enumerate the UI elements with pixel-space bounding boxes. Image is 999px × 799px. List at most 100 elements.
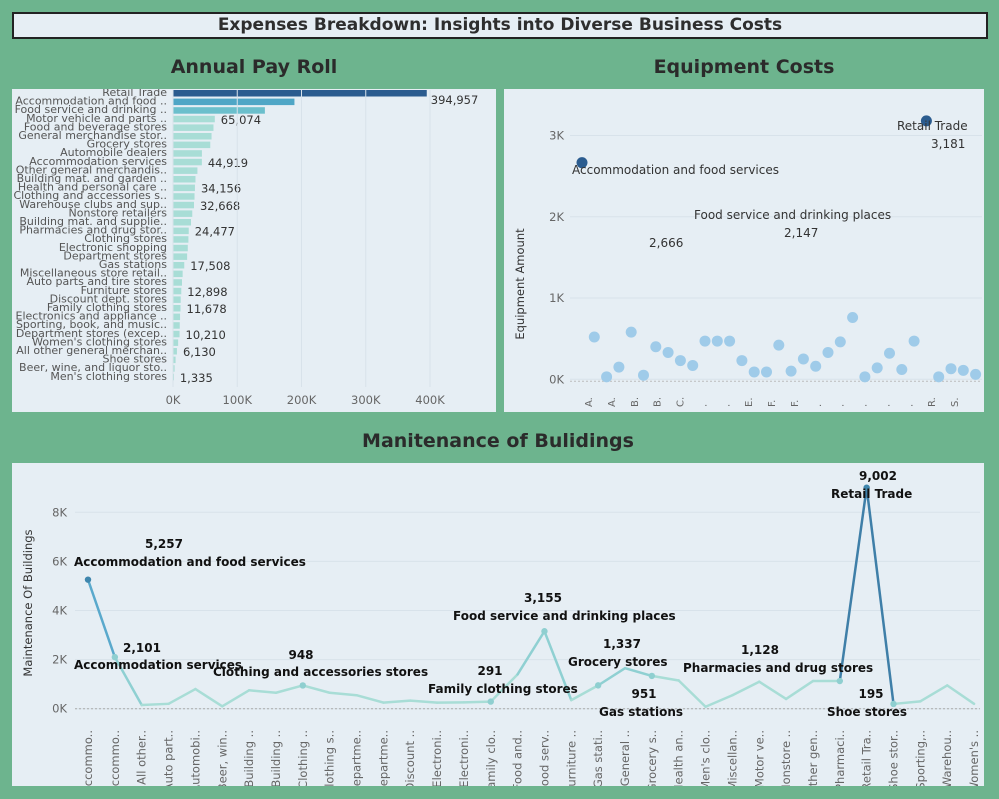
equipment-point (724, 335, 736, 347)
payroll-value-label: 44,919 (208, 156, 248, 170)
payroll-category-label: Discount dept. stores (50, 292, 168, 305)
payroll-category-label: Clothing stores (84, 232, 167, 245)
maintenance-annotation-label: Clothing and accessories stores (213, 665, 428, 679)
maintenance-point (84, 576, 92, 583)
equipment-point (576, 157, 588, 169)
payroll-bar (173, 133, 212, 140)
payroll-category-label: Family clothing stores (47, 301, 167, 314)
maintenance-x-tick: Retail Tra.. (860, 730, 874, 786)
equipment-x-tick: S. (950, 397, 961, 407)
payroll-value-label: 34,156 (201, 182, 241, 196)
payroll-value-label: 65,074 (221, 113, 261, 127)
maintenance-line-segment (731, 680, 761, 697)
maintenance-point (594, 682, 602, 689)
payroll-bar (173, 158, 202, 166)
maintenance-x-tick: Men's clo.. (699, 730, 713, 786)
payroll-bar (173, 330, 180, 338)
equipment-annotation-value: 2,147 (784, 226, 818, 240)
maintenance-line-segment (758, 680, 788, 701)
payroll-category-label: Accommodation and food .. (15, 95, 167, 108)
payroll-bar (173, 270, 183, 278)
payroll-title: Annual Pay Roll (170, 56, 338, 78)
maintenance-x-tick: General .. (618, 730, 632, 786)
equipment-point (761, 366, 772, 378)
equipment-title: Equipment Costs (653, 56, 835, 78)
maintenance-annotation-label: Accommodation and food services (74, 555, 306, 569)
maintenance-line-segment (462, 700, 492, 704)
maintenance-x-tick: Women's .. (967, 730, 981, 786)
payroll-category-label: Gas stations (99, 258, 167, 271)
equipment-point (945, 363, 957, 375)
payroll-bar (173, 253, 188, 260)
maintenance-y-axis-label: Maintenance Of Buildings (21, 529, 35, 676)
maintenance-y-tick: 0K (52, 702, 67, 716)
maintenance-line-segment (86, 578, 117, 659)
maintenance-annotation-value: 1,337 (603, 637, 641, 651)
payroll-bar (173, 184, 195, 192)
equipment-point (896, 364, 908, 376)
maintenance-annotation-label: Food service and drinking places (453, 609, 676, 623)
payroll-category-label: General merchandise stor.. (18, 129, 167, 142)
maintenance-x-tick: Auto part.. (162, 730, 176, 786)
maintenance-line-segment (596, 666, 627, 687)
equipment-x-tick: A. (607, 397, 618, 407)
maintenance-line-segment (274, 684, 305, 695)
maintenance-line-segment (516, 630, 546, 676)
maintenance-point (487, 698, 494, 705)
maintenance-y-tick: 6K (52, 554, 67, 568)
payroll-bar (173, 167, 198, 174)
maintenance-x-tick: Departme.. (376, 730, 390, 786)
equipment-point (748, 366, 760, 378)
payroll-bar (173, 262, 185, 269)
payroll-value-label: 11,678 (187, 302, 227, 316)
payroll-category-label: Sporting, book, and music.. (16, 318, 167, 331)
dashboard-title: Expenses Breakdown: Insights into Divers… (12, 12, 988, 39)
payroll-bar (173, 313, 181, 321)
maintenance-x-tick: Motor ve.. (752, 730, 766, 786)
payroll-x-tick: 300K (351, 393, 381, 407)
equipment-point (822, 346, 834, 358)
maintenance-line-segment (408, 699, 439, 704)
equipment-x-tick: A. (584, 397, 595, 407)
equipment-point (613, 361, 625, 373)
maintenance-panel: Maintenance Of Buildings 0K 2K 4K 6K 8K 5,257 A… (12, 463, 984, 795)
equipment-annotation-value: 2,666 (649, 236, 683, 250)
payroll-value-label: 24,477 (195, 225, 235, 239)
payroll-category-label: Women's clothing stores (32, 335, 167, 348)
maintenance-annotation-value: 195 (858, 687, 883, 701)
maintenance-point (541, 628, 548, 635)
maintenance-y-tick: 8K (52, 505, 67, 519)
maintenance-x-tick: Electroni.. (430, 730, 444, 786)
payroll-bar (173, 365, 175, 372)
equipment-annotation-label: Retail Trade (897, 119, 968, 133)
payroll-category-label: Shoe stores (102, 353, 167, 366)
payroll-bar (173, 115, 215, 123)
maintenance-line-segment (247, 689, 278, 695)
maintenance-x-tick: Nonstore .. (779, 730, 793, 786)
equipment-point (773, 339, 785, 351)
maintenance-x-tick: Gas stati.. (591, 730, 605, 786)
maintenance-x-tick: Family clo.. (484, 730, 498, 786)
payroll-category-label: Building mat. and garden .. (17, 172, 167, 185)
maintenance-line-segment (945, 684, 976, 706)
payroll-bar (173, 236, 189, 243)
payroll-category-label: Pharmacies and drug stor.. (19, 224, 167, 237)
payroll-category-label: Auto parts and tire stores (27, 275, 168, 288)
payroll-bar (173, 210, 193, 217)
maintenance-x-tick: Sporting,.. (913, 730, 927, 786)
equipment-point (970, 368, 982, 380)
maintenance-x-tick: Grocery s.. (645, 730, 659, 786)
equipment-x-tick: B. (630, 397, 641, 407)
maintenance-line-segment (194, 687, 224, 708)
payroll-value-label: 12,898 (187, 285, 227, 299)
payroll-category-label: Motor vehicle and parts .. (26, 112, 167, 125)
maintenance-annotation-value: 3,155 (524, 591, 562, 605)
payroll-category-label: Building mat. and supplie.. (19, 215, 167, 228)
maintenance-line-segment (489, 673, 519, 703)
equipment-y-tick: 0K (549, 372, 564, 386)
maintenance-x-tick: Clothing s.. (323, 730, 337, 786)
equipment-point (908, 335, 920, 347)
maintenance-y-tick: 2K (52, 653, 67, 667)
maintenance-line-segment (892, 700, 922, 706)
payroll-category-label: Other general merchandis.. (16, 163, 167, 176)
